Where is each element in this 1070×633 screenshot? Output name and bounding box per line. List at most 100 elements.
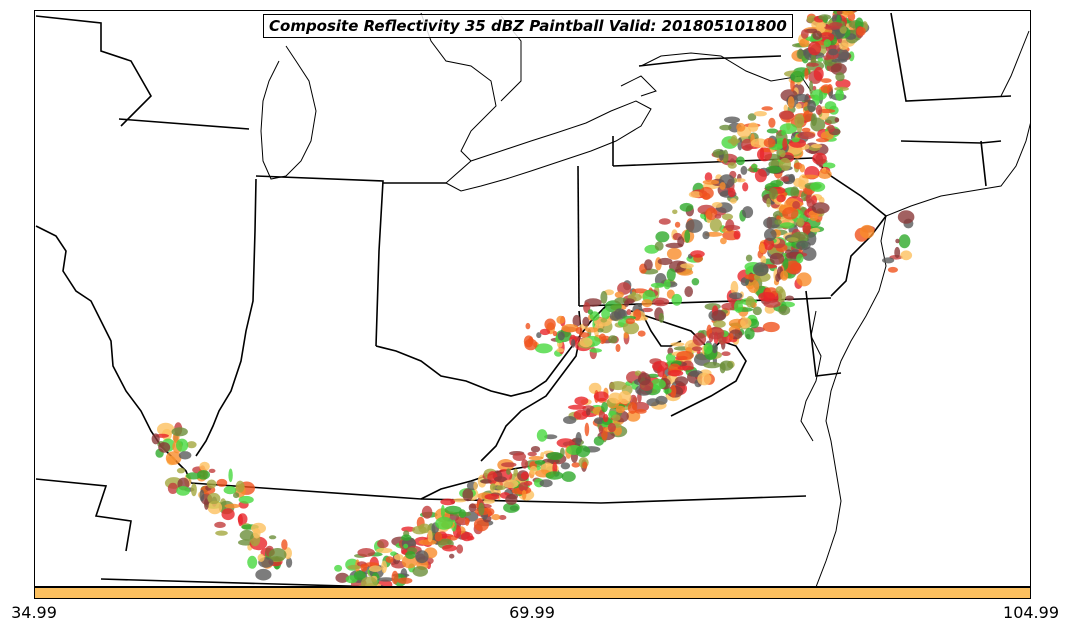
reflectivity-paintball [151, 11, 915, 586]
reflectivity-blob [735, 178, 746, 183]
reflectivity-blob [677, 365, 695, 371]
reflectivity-blob [473, 481, 478, 490]
reflectivity-blob [601, 335, 611, 341]
reflectivity-blob [207, 500, 223, 515]
reflectivity-blob [513, 468, 518, 477]
reflectivity-blob [440, 504, 445, 519]
reflectivity-blob [518, 482, 529, 492]
reflectivity-blob [618, 390, 632, 405]
reflectivity-blob [730, 280, 739, 295]
reflectivity-blob [799, 164, 806, 173]
reflectivity-blob [568, 404, 586, 410]
reflectivity-blob [827, 124, 835, 133]
reflectivity-blob [829, 22, 843, 28]
reflectivity-blob [556, 348, 564, 353]
reflectivity-blob [601, 402, 608, 413]
reflectivity-blob [556, 315, 565, 324]
reflectivity-blob [750, 138, 769, 148]
reflectivity-blob [711, 202, 723, 208]
reflectivity-blob [677, 236, 685, 247]
reflectivity-blob [709, 218, 723, 232]
reflectivity-blob [586, 408, 591, 416]
reflectivity-blob [650, 282, 666, 288]
reflectivity-blob [557, 331, 565, 341]
reflectivity-blob [381, 560, 387, 574]
reflectivity-blob [752, 306, 762, 316]
reflectivity-blob [617, 309, 628, 319]
reflectivity-blob [708, 333, 714, 343]
reflectivity-blob [715, 150, 724, 156]
reflectivity-blob [674, 376, 689, 387]
reflectivity-blob [753, 167, 758, 173]
reflectivity-blob [784, 260, 802, 274]
reflectivity-blob [711, 343, 718, 354]
reflectivity-blob [637, 372, 651, 386]
reflectivity-blob [803, 110, 814, 122]
reflectivity-blob [521, 489, 527, 500]
reflectivity-blob [729, 333, 734, 341]
reflectivity-blob [412, 566, 429, 577]
reflectivity-blob [221, 508, 235, 521]
reflectivity-blob [617, 282, 632, 295]
reflectivity-blob [817, 57, 824, 62]
reflectivity-blob [376, 547, 393, 554]
reflectivity-blob [158, 442, 171, 453]
reflectivity-blob [622, 321, 640, 335]
reflectivity-blob [740, 165, 748, 175]
reflectivity-blob [745, 296, 755, 308]
reflectivity-blob [779, 149, 786, 158]
reflectivity-blob [495, 485, 506, 491]
reflectivity-blob [585, 327, 599, 333]
reflectivity-blob [812, 152, 827, 165]
reflectivity-blob [725, 219, 735, 232]
reflectivity-blob [782, 138, 788, 151]
reflectivity-blob [654, 241, 664, 251]
reflectivity-blob [817, 169, 832, 179]
reflectivity-blob [828, 48, 839, 56]
reflectivity-blob [774, 219, 782, 225]
reflectivity-blob [759, 242, 765, 254]
reflectivity-blob [721, 302, 739, 311]
reflectivity-blob [523, 335, 534, 348]
coastlines [260, 12, 1030, 586]
reflectivity-blob [769, 252, 785, 265]
reflectivity-blob [761, 106, 773, 111]
reflectivity-blob [796, 253, 804, 264]
reflectivity-blob [528, 456, 544, 461]
reflectivity-blob [575, 432, 582, 446]
reflectivity-blob [579, 337, 593, 348]
reflectivity-blob [233, 492, 240, 499]
reflectivity-blob [534, 343, 553, 354]
reflectivity-blob [658, 312, 665, 323]
reflectivity-blob [239, 529, 255, 541]
reflectivity-blob [505, 494, 518, 505]
reflectivity-blob [615, 405, 626, 414]
reflectivity-blob [791, 137, 800, 143]
reflectivity-blob [809, 80, 814, 95]
reflectivity-blob [811, 202, 830, 214]
reflectivity-blob [775, 273, 781, 282]
reflectivity-blob [751, 163, 758, 169]
reflectivity-blob [573, 409, 589, 420]
reflectivity-blob [440, 498, 456, 506]
reflectivity-blob [782, 207, 799, 220]
reflectivity-blob [714, 214, 722, 219]
basemap [35, 11, 1030, 586]
reflectivity-blob [442, 544, 457, 552]
reflectivity-blob [671, 293, 683, 306]
reflectivity-blob [208, 468, 216, 473]
reflectivity-blob [887, 266, 899, 273]
reflectivity-blob [752, 262, 769, 277]
reflectivity-blob [609, 381, 627, 391]
reflectivity-blob [176, 438, 189, 452]
reflectivity-blob [781, 129, 786, 136]
reflectivity-blob [415, 550, 429, 564]
reflectivity-blob [452, 498, 467, 503]
reflectivity-blob [480, 479, 492, 484]
reflectivity-blob [215, 530, 228, 536]
reflectivity-blob [641, 299, 653, 308]
reflectivity-blob [766, 128, 779, 134]
reflectivity-blob [796, 49, 804, 59]
reflectivity-blob [818, 108, 836, 114]
reflectivity-blob [589, 348, 602, 353]
